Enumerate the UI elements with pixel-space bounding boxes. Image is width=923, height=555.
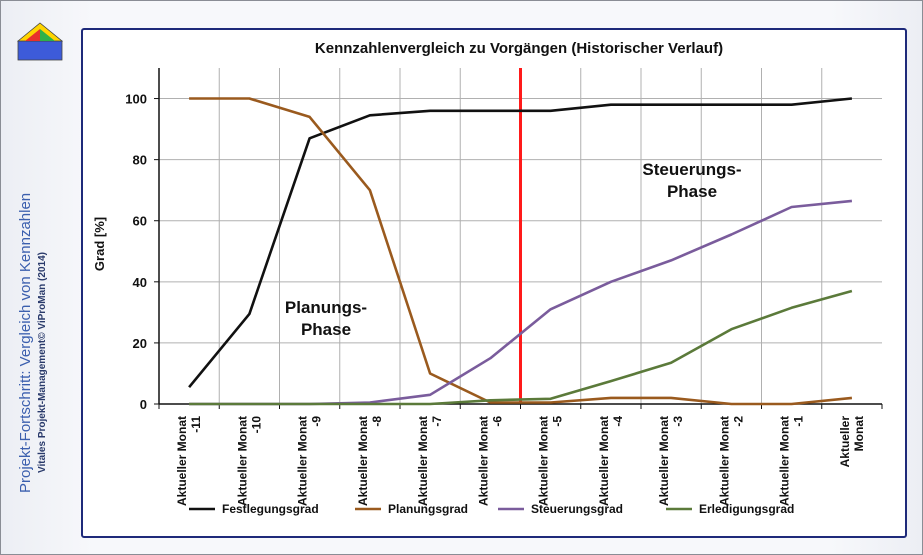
chart-panel: Kennzahlenvergleich zu Vorgängen (Histor… — [81, 28, 907, 538]
x-tick-label-line1-0: Aktueller Monat — [175, 416, 189, 506]
series-line-3 — [189, 289, 853, 406]
legend-label-3: Erledigungsgrad — [699, 502, 794, 516]
series-lines — [188, 97, 853, 406]
x-tick-label-10: Aktueller Monat -1 — [778, 416, 806, 506]
planning-phase-label-1: Planungs- — [285, 298, 367, 317]
axes — [154, 68, 883, 409]
x-tick-label-8: Aktueller Monat -3 — [657, 416, 685, 506]
planning-phase-label-2: Phase — [301, 320, 351, 339]
x-tick-label-11: Aktueller Monat — [838, 416, 866, 468]
x-tick-label-line2-0: -11 — [189, 416, 203, 433]
x-tick-label-1: Aktueller Monat -10 — [235, 416, 263, 506]
x-tick-label-line2-10: -1 — [792, 416, 806, 427]
x-tick-label-line2-11: Monat — [852, 416, 866, 451]
x-tick-label-3: Aktueller Monat -8 — [356, 416, 384, 506]
x-tick-label-0: Aktueller Monat -11 — [175, 416, 203, 506]
y-axis-label: Grad [%] — [92, 217, 107, 271]
y-tick-label-4: 80 — [133, 153, 147, 168]
x-tick-label-line2-3: -8 — [370, 416, 384, 427]
x-tick-label-line2-6: -5 — [551, 416, 565, 427]
x-tick-label-line2-4: -7 — [430, 416, 444, 427]
control-phase-label-1: Steuerungs- — [642, 160, 741, 179]
x-tick-label-line1-1: Aktueller Monat — [235, 416, 249, 506]
y-tick-label-0: 0 — [140, 397, 147, 412]
y-tick-label-5: 100 — [125, 92, 147, 107]
x-tick-label-line1-11: Aktueller — [838, 416, 852, 468]
control-phase-label-2: Phase — [667, 182, 717, 201]
y-tick-label-2: 40 — [133, 275, 147, 290]
y-tick-labels: 0 20 40 60 80 100 — [125, 92, 147, 412]
sidebar-subtitle: Vitales Projekt-Management© ViProMan (20… — [37, 252, 48, 473]
x-tick-label-line1-6: Aktueller Monat — [537, 416, 551, 506]
y-tick-label-3: 60 — [133, 214, 147, 229]
x-tick-label-6: Aktueller Monat -5 — [537, 416, 565, 506]
x-tick-label-line1-3: Aktueller Monat — [356, 416, 370, 506]
legend-label-0: Festlegungsgrad — [222, 502, 319, 516]
legend-label-2: Steuerungsgrad — [531, 502, 623, 516]
x-tick-label-line1-10: Aktueller Monat — [778, 416, 792, 506]
line-chart: Kennzahlenvergleich zu Vorgängen (Histor… — [92, 40, 883, 516]
x-tick-label-line2-7: -4 — [611, 416, 625, 427]
x-tick-label-line1-7: Aktueller Monat — [597, 416, 611, 506]
x-tick-label-line2-8: -3 — [671, 416, 685, 427]
x-tick-label-7: Aktueller Monat -4 — [597, 416, 625, 506]
y-tick-label-1: 20 — [133, 336, 147, 351]
x-tick-labels: Aktueller Monat -11 Aktueller Monat -10 Aktu… — [175, 416, 866, 506]
x-tick-label-line2-9: -2 — [731, 416, 745, 427]
x-tick-label-5: Aktueller Monat -6 — [476, 416, 504, 506]
x-tick-label-line1-4: Aktueller Monat — [416, 416, 430, 506]
x-tick-label-4: Aktueller Monat -7 — [416, 416, 444, 506]
series-line-0 — [188, 97, 853, 389]
x-tick-label-line1-9: Aktueller Monat — [717, 416, 731, 506]
x-tick-label-line2-1: -10 — [249, 416, 263, 434]
legend-label-1: Planungsgrad — [388, 502, 468, 516]
chart-title: Kennzahlenvergleich zu Vorgängen (Histor… — [315, 40, 723, 57]
x-tick-label-line2-5: -6 — [490, 416, 504, 427]
sidebar-title: Projekt-Fortschritt: Vergleich von Kennz… — [17, 192, 34, 493]
series-line-1 — [189, 97, 853, 406]
x-tick-label-line1-8: Aktueller Monat — [657, 416, 671, 506]
x-tick-label-line2-2: -9 — [310, 416, 324, 427]
x-tick-label-line1-5: Aktueller Monat — [476, 416, 490, 506]
x-tick-label-9: Aktueller Monat -2 — [717, 416, 745, 506]
x-tick-label-2: Aktueller Monat -9 — [296, 416, 324, 506]
x-tick-label-line1-2: Aktueller Monat — [296, 416, 310, 506]
viproman-logo-icon — [17, 22, 63, 61]
legend: Festlegungsgrad Planungsgrad Steuerungsgra… — [189, 502, 794, 516]
